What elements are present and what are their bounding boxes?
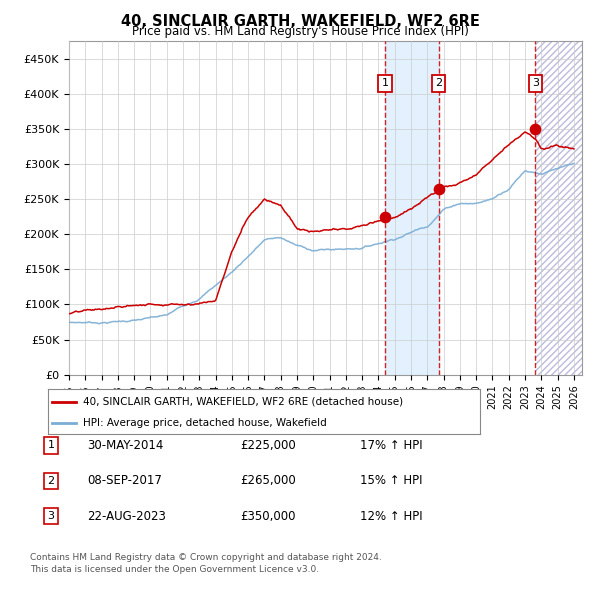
Text: 08-SEP-2017: 08-SEP-2017	[87, 474, 162, 487]
Text: 30-MAY-2014: 30-MAY-2014	[87, 439, 163, 452]
Text: 17% ↑ HPI: 17% ↑ HPI	[360, 439, 422, 452]
Text: Contains HM Land Registry data © Crown copyright and database right 2024.: Contains HM Land Registry data © Crown c…	[30, 553, 382, 562]
Text: 2: 2	[435, 78, 442, 88]
Text: 40, SINCLAIR GARTH, WAKEFIELD, WF2 6RE (detached house): 40, SINCLAIR GARTH, WAKEFIELD, WF2 6RE (…	[83, 397, 403, 407]
Bar	[385, 41, 439, 375]
Text: This data is licensed under the Open Government Licence v3.0.: This data is licensed under the Open Gov…	[30, 565, 319, 574]
Point	[380, 212, 390, 221]
Text: £265,000: £265,000	[240, 474, 296, 487]
Text: 15% ↑ HPI: 15% ↑ HPI	[360, 474, 422, 487]
Text: £225,000: £225,000	[240, 439, 296, 452]
Text: 12% ↑ HPI: 12% ↑ HPI	[360, 510, 422, 523]
Text: 2: 2	[47, 476, 55, 486]
Bar	[535, 41, 582, 375]
Text: 1: 1	[382, 78, 389, 88]
Text: 22-AUG-2023: 22-AUG-2023	[87, 510, 166, 523]
Point	[434, 184, 443, 194]
Text: £350,000: £350,000	[240, 510, 296, 523]
Bar	[535, 41, 582, 375]
Text: 3: 3	[532, 78, 539, 88]
Text: 1: 1	[47, 441, 55, 450]
Text: HPI: Average price, detached house, Wakefield: HPI: Average price, detached house, Wake…	[83, 418, 326, 428]
Text: 3: 3	[47, 512, 55, 521]
Point	[530, 124, 540, 134]
Text: 40, SINCLAIR GARTH, WAKEFIELD, WF2 6RE: 40, SINCLAIR GARTH, WAKEFIELD, WF2 6RE	[121, 14, 479, 28]
Text: Price paid vs. HM Land Registry's House Price Index (HPI): Price paid vs. HM Land Registry's House …	[131, 25, 469, 38]
